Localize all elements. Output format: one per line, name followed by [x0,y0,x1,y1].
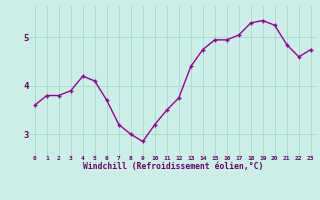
X-axis label: Windchill (Refroidissement éolien,°C): Windchill (Refroidissement éolien,°C) [83,162,263,171]
